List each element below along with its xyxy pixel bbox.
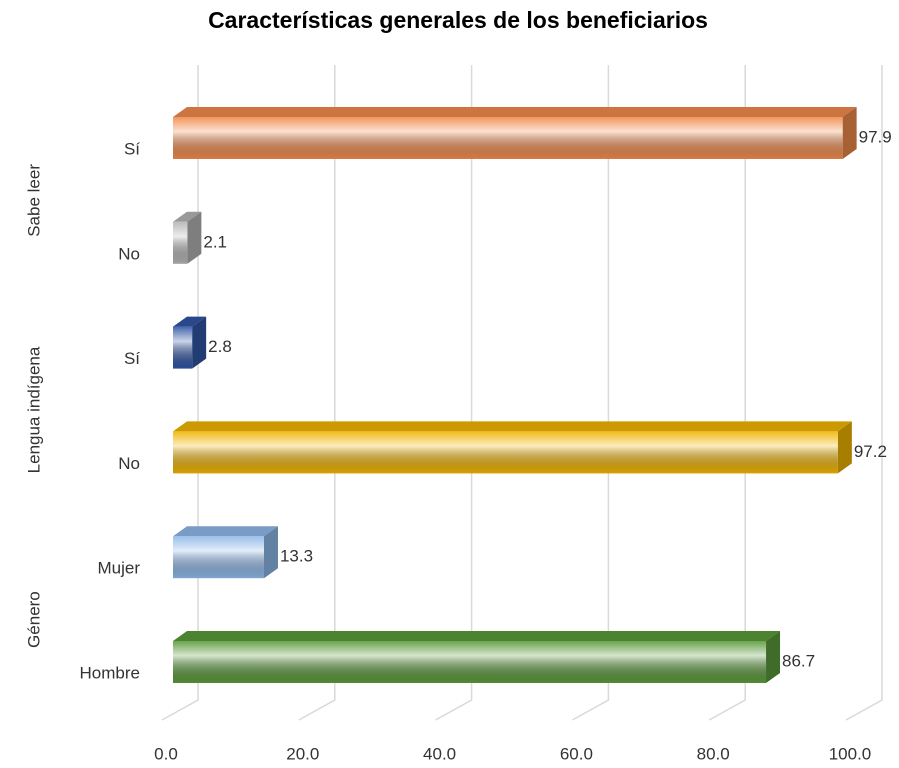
bar-top (173, 631, 781, 641)
chart-title: Características generales de los benefic… (208, 7, 708, 33)
group-label: Lengua indígena (24, 346, 43, 473)
grid-line (572, 65, 610, 721)
x-tick-label: 20.0 (286, 744, 319, 763)
bar-top (173, 107, 857, 117)
bar-side (192, 316, 207, 369)
y-tick-label: No (118, 454, 140, 473)
bar-shine (173, 326, 193, 369)
bar-shine (173, 641, 767, 683)
x-tick-label: 60.0 (560, 744, 593, 763)
x-tick-label: 100.0 (829, 744, 872, 763)
y-tick-label: Mujer (97, 559, 140, 578)
x-tick-label: 40.0 (423, 744, 456, 763)
y-tick-label: Sí (124, 349, 140, 368)
bar-side (766, 631, 781, 683)
value-label: 97.2 (854, 442, 887, 461)
grid-line (161, 65, 199, 721)
grid-line (845, 65, 883, 721)
bar-side (842, 107, 857, 159)
x-tick-label: 80.0 (697, 744, 730, 763)
grid-line (708, 65, 746, 721)
value-label: 2.8 (208, 337, 232, 356)
value-label: 2.1 (203, 232, 227, 251)
y-tick-label: No (118, 244, 140, 263)
y-tick-label: Sí (124, 139, 140, 158)
x-tick-label: 0.0 (154, 744, 178, 763)
bar-side (837, 421, 852, 474)
group-label: Género (24, 591, 43, 648)
value-label: 86.7 (782, 651, 815, 670)
value-label: 13.3 (280, 547, 313, 566)
bar-shine (173, 431, 838, 474)
bar-top (173, 526, 278, 537)
bar-top (173, 211, 202, 222)
bar-shine (173, 117, 843, 159)
grid-line (298, 65, 336, 721)
bar-shine (173, 221, 188, 264)
value-label: 97.9 (859, 127, 892, 146)
y-tick-label: Hombre (80, 663, 140, 682)
bar-side (263, 526, 278, 579)
bar-top (173, 316, 207, 327)
bar-top (173, 421, 852, 432)
bar-side (187, 211, 202, 264)
grid-line (435, 65, 473, 721)
group-label: Sabe leer (24, 164, 43, 237)
bar-shine (173, 536, 264, 579)
